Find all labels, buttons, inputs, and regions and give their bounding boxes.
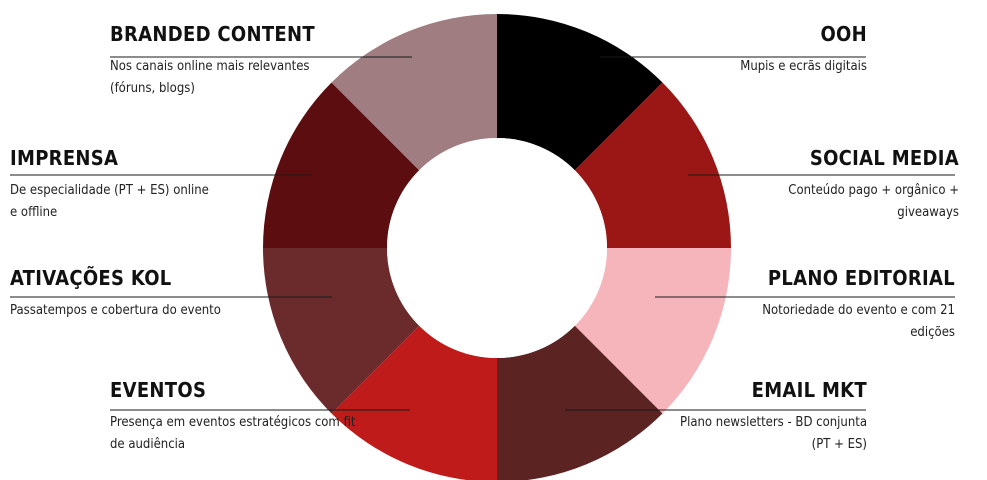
- segment-description: Mupis e ecrãs digitais: [740, 59, 867, 74]
- label-ooh: OOH Mupis e ecrãs digitais: [587, 22, 867, 78]
- segment-description: Plano newsletters - BD conjunta (PT + ES…: [680, 415, 867, 452]
- segment-eventos: [331, 325, 497, 480]
- label-social-media: SOCIAL MEDIA Conteúdo pago + orgânico + …: [739, 146, 959, 224]
- segment-title: SOCIAL MEDIA: [809, 146, 959, 170]
- segment-title: EVENTOS: [110, 378, 207, 402]
- label-imprensa: IMPRENSA De especialidade (PT + ES) onli…: [10, 146, 210, 224]
- segment-title: PLANO EDITORIAL: [767, 266, 955, 290]
- segment-imprensa: [263, 82, 420, 248]
- segment-ativacoes-kol: [263, 248, 420, 414]
- segment-description: Passatempos e cobertura do evento: [10, 303, 221, 318]
- segment-email-mkt: [497, 325, 663, 480]
- donut-hole: [387, 138, 607, 358]
- label-eventos: EVENTOS Presença em eventos estratégicos…: [110, 378, 360, 456]
- segment-title: OOH: [820, 22, 867, 46]
- label-ativacoes-kol: ATIVAÇÕES KOL Passatempos e cobertura do…: [10, 266, 250, 322]
- segment-title: BRANDED CONTENT: [110, 22, 315, 46]
- label-plano-editorial: PLANO EDITORIAL Notoriedade do evento e …: [725, 266, 955, 344]
- label-email-mkt: EMAIL MKT Plano newsletters - BD conjunt…: [667, 378, 867, 456]
- segment-title: IMPRENSA: [10, 146, 119, 170]
- segment-description: Nos canais online mais relevantes (fórun…: [110, 59, 310, 96]
- segment-social-media: [574, 82, 731, 248]
- segment-plano-editorial: [574, 248, 731, 414]
- segment-description: Conteúdo pago + orgânico + giveaways: [788, 183, 959, 220]
- segment-ooh: [497, 14, 663, 171]
- segment-title: ATIVAÇÕES KOL: [10, 266, 172, 290]
- segment-description: De especialidade (PT + ES) online e offl…: [10, 183, 209, 220]
- segment-branded-content: [331, 14, 497, 171]
- label-branded-content: BRANDED CONTENT Nos canais online mais r…: [110, 22, 315, 100]
- segment-description: Presença em eventos estratégicos com fit…: [110, 415, 356, 452]
- segment-description: Notoriedade do evento e com 21 edições: [762, 303, 955, 340]
- segment-title: EMAIL MKT: [751, 378, 867, 402]
